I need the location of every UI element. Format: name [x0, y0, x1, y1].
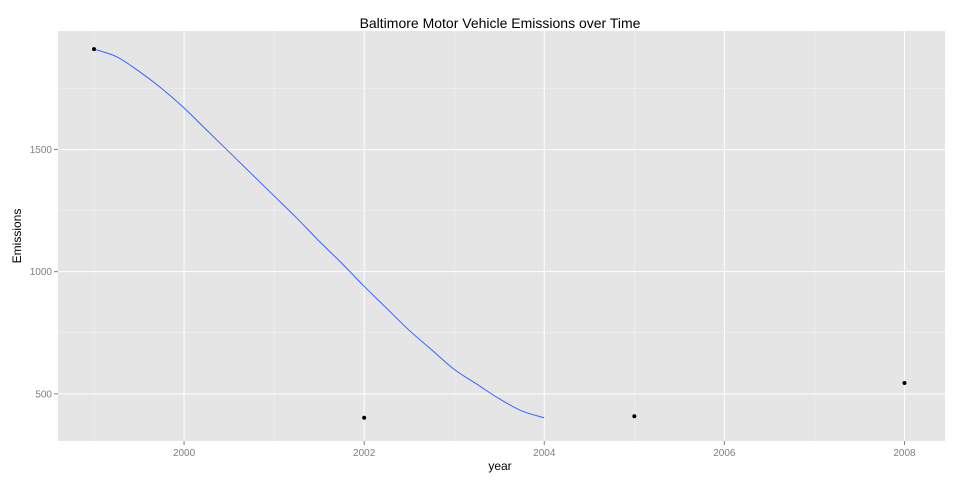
- data-point: [632, 414, 637, 419]
- y-axis-label: Emissions: [10, 209, 24, 264]
- y-tick-label: 1000: [30, 267, 53, 278]
- data-points: [92, 47, 907, 420]
- major-grid: [58, 31, 945, 441]
- x-tick-label: 2008: [893, 448, 916, 459]
- y-axis-ticks: 500 1000 1500: [30, 145, 58, 400]
- chart-title: Baltimore Motor Vehicle Emissions over T…: [360, 15, 641, 31]
- x-tick-label: 2002: [353, 448, 376, 459]
- x-axis-ticks: 2000 2002 2004 2006 2008: [173, 441, 916, 459]
- x-tick-label: 2006: [713, 448, 736, 459]
- data-point: [362, 415, 367, 420]
- plot-panel: [58, 31, 945, 441]
- y-tick-label: 500: [35, 389, 52, 400]
- data-point: [92, 47, 97, 52]
- series-line: [93, 48, 545, 419]
- x-axis-label: year: [488, 459, 511, 473]
- minor-grid: [58, 31, 945, 441]
- x-tick-label: 2004: [533, 448, 556, 459]
- y-tick-label: 1500: [30, 145, 53, 156]
- x-tick-label: 2000: [173, 448, 196, 459]
- data-point: [902, 380, 907, 385]
